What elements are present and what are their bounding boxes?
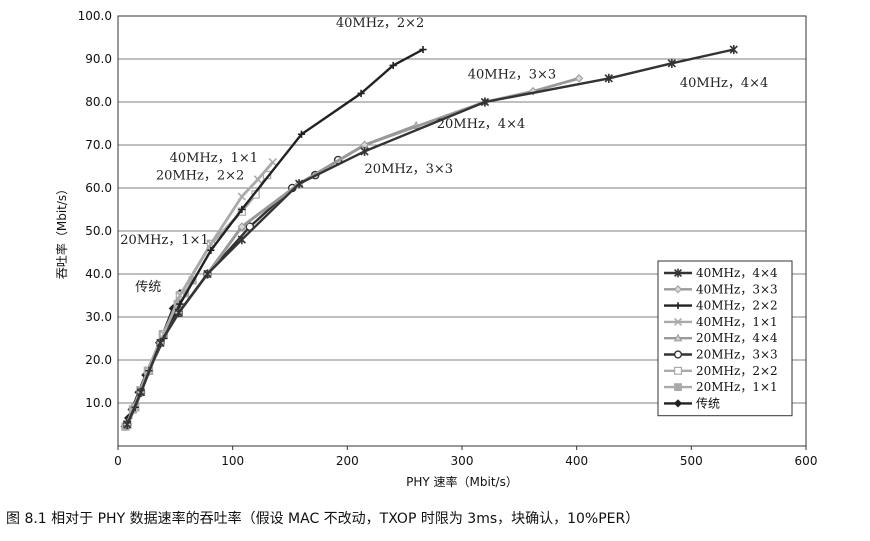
data-point [673, 333, 683, 342]
data-point [174, 308, 183, 318]
legend-entry: 40MHz，3×3 [664, 282, 778, 296]
annotation-label: 20MHz，3×3 [365, 162, 453, 177]
series-40MHz，4×4 [123, 44, 738, 430]
y-tick-label: 50.0 [85, 224, 112, 238]
plot-frame [117, 15, 807, 447]
legend-entry: 40MHz，1×1 [664, 315, 778, 329]
data-point [176, 300, 184, 308]
data-point [156, 338, 165, 348]
data-point [667, 58, 677, 68]
data-point [674, 268, 682, 278]
axes: 10.0 20.0 30.0 40.0 50.0 60.0 70.0 80.0 90.0 100.… [78, 9, 818, 468]
y-tick-label: 40.0 [85, 267, 112, 281]
annotation-label: 20MHz，2×2 [156, 168, 244, 183]
annotation-label: 传统 [135, 280, 161, 295]
x-tick-label: 600 [795, 454, 818, 468]
legend-label: 40MHz，1×1 [696, 315, 778, 329]
data-point [237, 222, 247, 232]
data-point [268, 158, 277, 167]
annotation-label: 20MHz，1×1 [120, 233, 208, 248]
legend-entry: 20MHz，1×1 [664, 380, 778, 394]
series-group [120, 44, 738, 431]
data-point [253, 175, 263, 184]
data-point [295, 179, 304, 189]
legend-entry: 20MHz，2×2 [664, 364, 778, 378]
y-tick-label: 30.0 [85, 310, 112, 324]
legend-entry: 20MHz，3×3 [664, 348, 778, 362]
data-point [674, 383, 682, 392]
data-point [480, 97, 490, 107]
data-point [674, 302, 682, 309]
data-point [203, 269, 212, 279]
data-point [389, 61, 397, 70]
legend-label: 20MHz，4×4 [696, 331, 778, 345]
x-tick-label: 100 [221, 454, 244, 468]
series-20MHz，2×2 [122, 170, 272, 429]
y-tick-label: 10.0 [85, 396, 112, 410]
series-line [125, 174, 269, 426]
legend-entry: 传统 [664, 395, 720, 410]
annotation-label: 20MHz，4×4 [437, 117, 525, 132]
data-point [673, 399, 683, 408]
legend-entry: 20MHz，4×4 [664, 331, 778, 345]
legend-label: 20MHz，3×3 [696, 348, 778, 362]
annotation-label: 40MHz，2×2 [336, 16, 424, 31]
legend-label: 40MHz，4×4 [696, 266, 778, 280]
x-tick-label: 200 [336, 454, 359, 468]
legend-label: 传统 [696, 395, 720, 410]
annotation-label: 40MHz，3×3 [468, 67, 556, 82]
data-point [297, 130, 306, 138]
y-tick-label: 70.0 [85, 138, 112, 152]
data-point [237, 235, 247, 245]
data-point [674, 317, 682, 326]
annotation-label: 40MHz，1×1 [170, 151, 258, 166]
data-point [357, 89, 365, 97]
x-tick-label: 300 [451, 454, 474, 468]
y-tick-label: 60.0 [85, 181, 112, 195]
legend-entry: 40MHz，4×4 [664, 266, 778, 280]
data-point [604, 73, 613, 83]
y-tick-label: 20.0 [85, 353, 112, 367]
annotations: 40MHz，2×2 40MHz，3×3 40MHz，4×4 20MHz，4×4 20MH… [120, 16, 768, 295]
legend: 40MHz，4×4 40MHz，3×3 40MHz，2×2 40MHz，1×1 20MH… [657, 260, 793, 417]
data-point [729, 44, 738, 55]
legend-entry: 40MHz，2×2 [664, 299, 778, 313]
legend-label: 20MHz，2×2 [696, 364, 778, 378]
annotation-label: 40MHz，4×4 [680, 76, 768, 91]
series-line [126, 48, 735, 425]
chart: 10.0 20.0 30.0 40.0 50.0 60.0 70.0 80.0 90.0 100.… [54, 9, 818, 489]
x-tick-label: 0 [114, 454, 122, 468]
y-tick-label: 80.0 [85, 95, 112, 109]
x-tick-label: 400 [565, 454, 588, 468]
data-point [123, 419, 132, 430]
legend-label: 20MHz，1×1 [696, 380, 778, 394]
legend-label: 40MHz，3×3 [696, 282, 778, 296]
data-point [673, 285, 683, 294]
data-point [673, 350, 683, 359]
data-point [237, 192, 247, 201]
data-point [207, 246, 215, 254]
data-point [360, 146, 369, 157]
y-tick-label: 100.0 [78, 9, 112, 23]
y-axis-title: 吞吐率（Mbit/s） [54, 183, 69, 279]
data-point [136, 387, 146, 397]
legend-label: 40MHz，2×2 [696, 299, 778, 313]
y-tick-label: 90.0 [85, 52, 112, 66]
x-axis-title: PHY 速率（Mbit/s） [406, 474, 518, 489]
data-point [673, 366, 682, 375]
x-tick-label: 500 [680, 454, 703, 468]
data-point [574, 74, 584, 83]
data-point [419, 45, 427, 54]
figure-caption: 图 8.1 相对于 PHY 数据速率的吞吐率（假设 MAC 不改动，TXOP 时… [6, 511, 640, 527]
data-point [238, 205, 246, 214]
